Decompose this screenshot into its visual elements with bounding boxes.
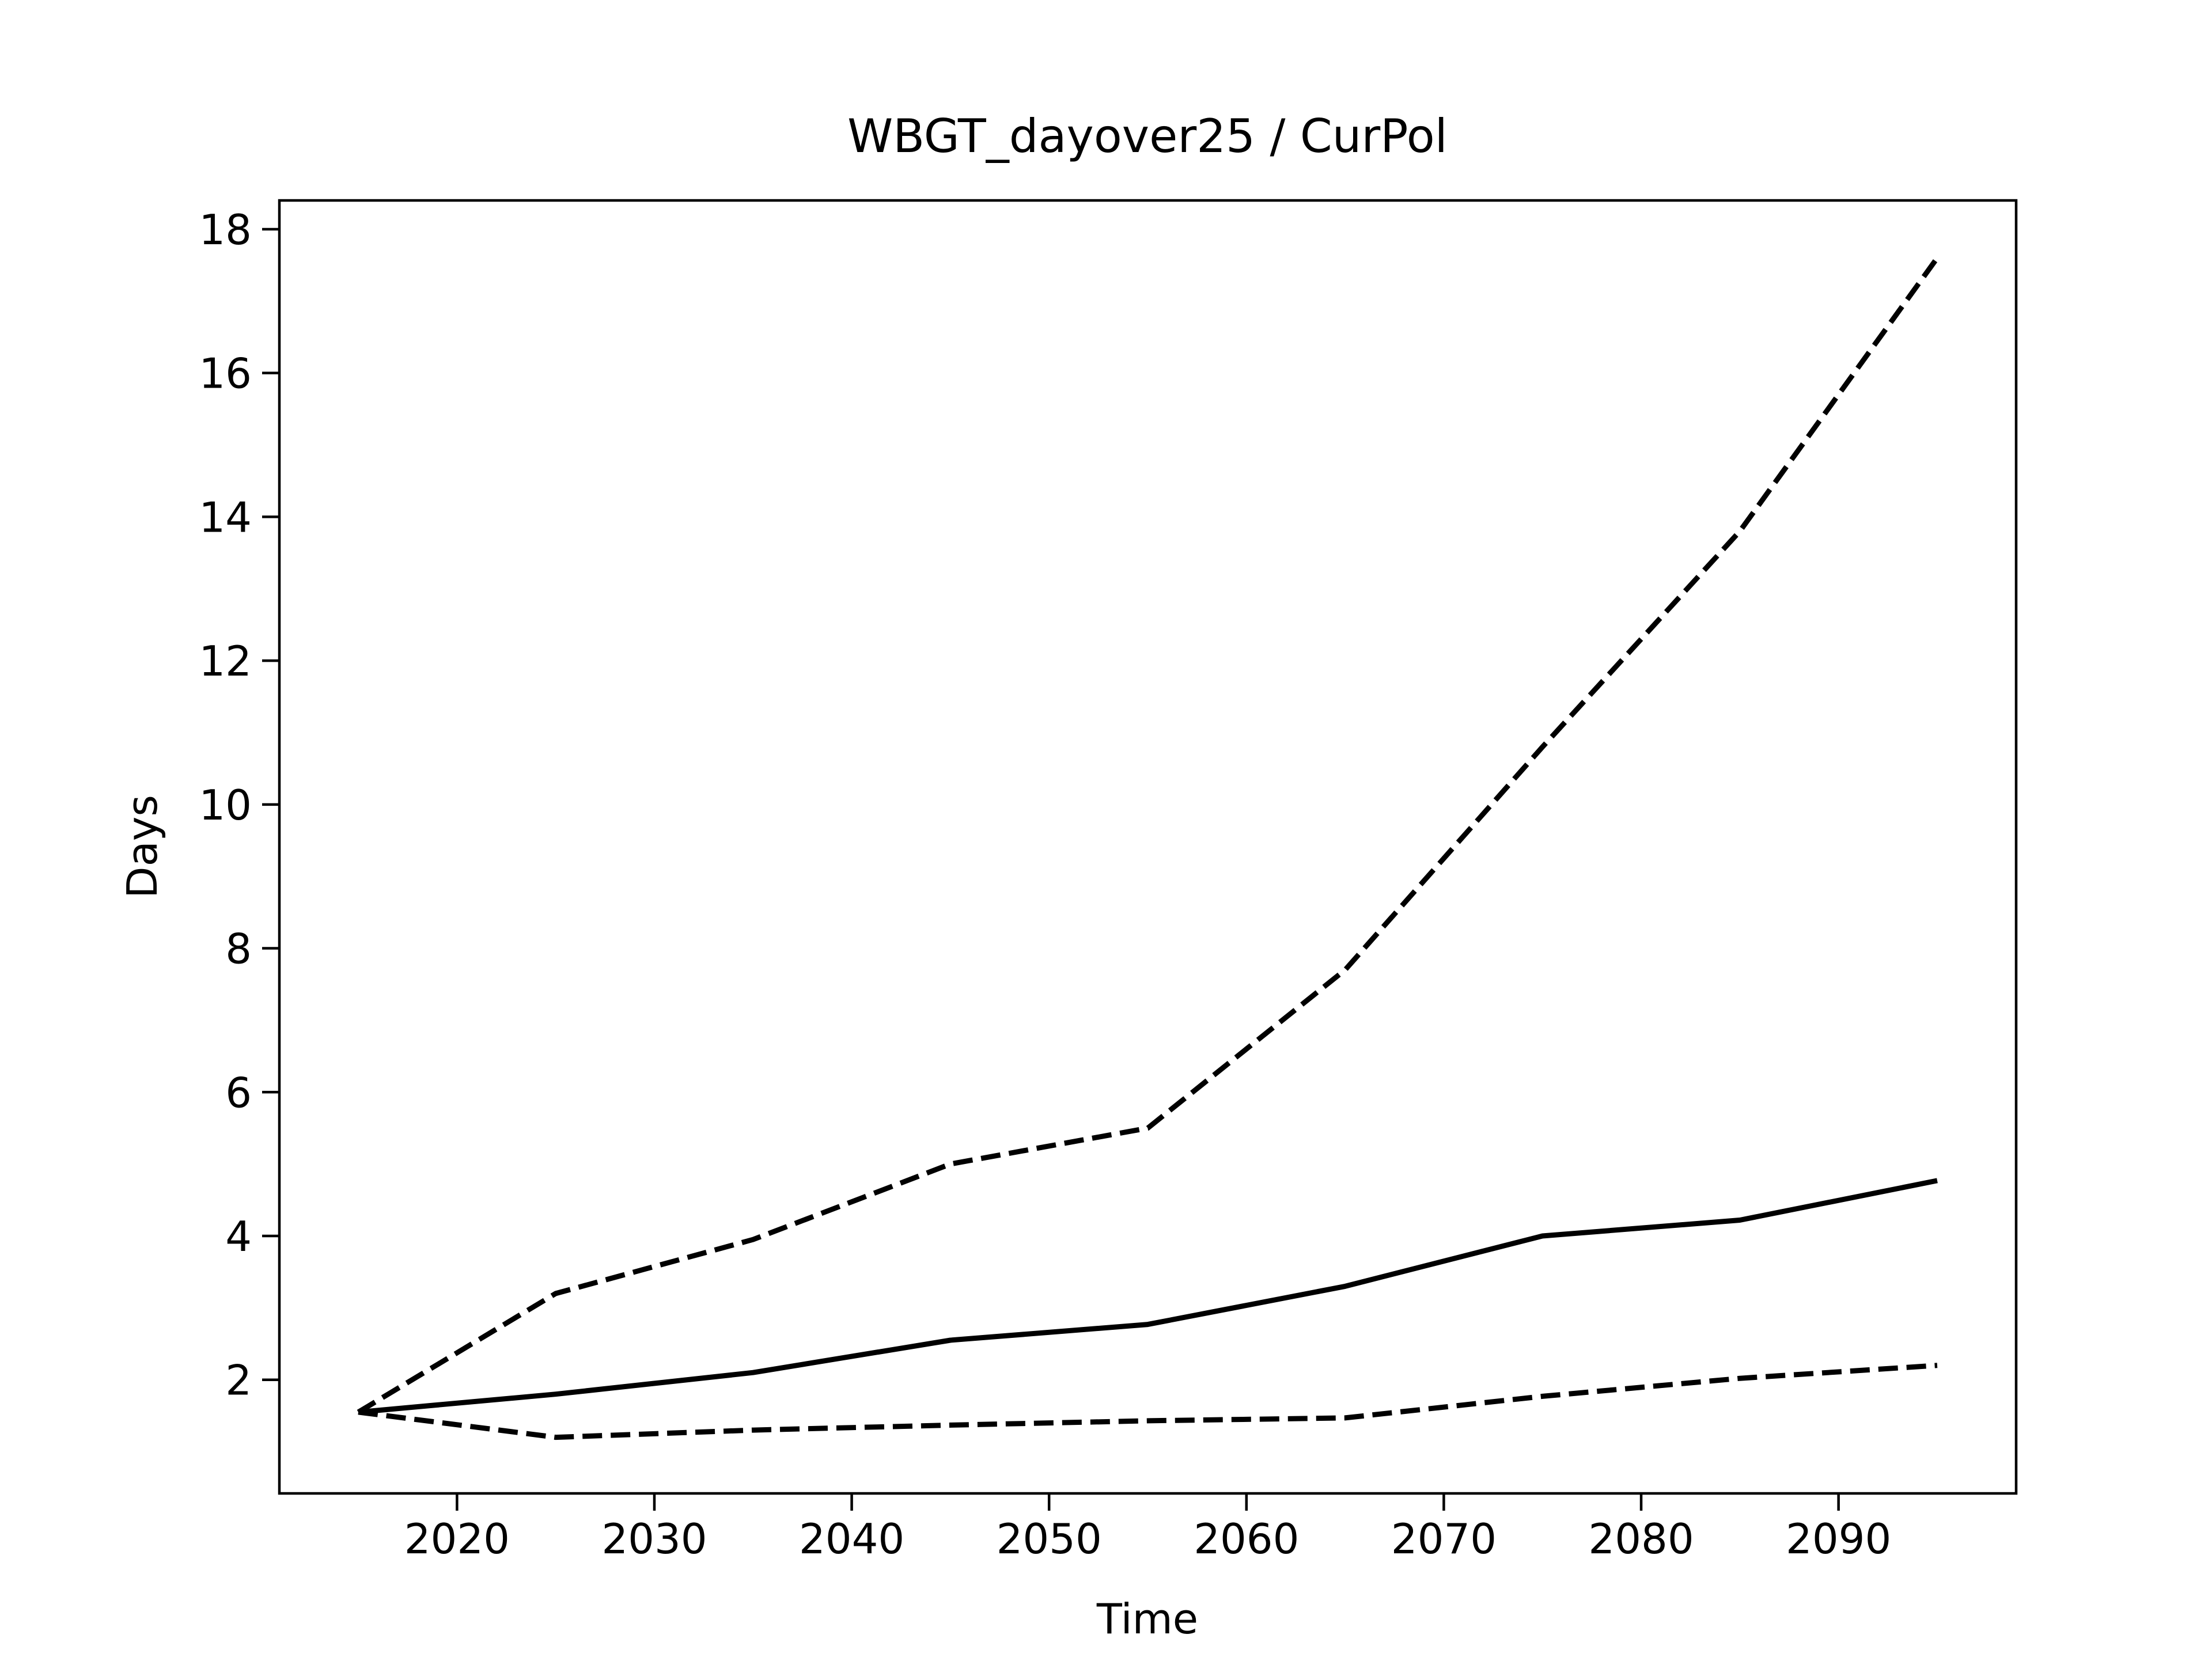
y-axis: 2 4 6 8 10 12 14 16 18 xyxy=(199,206,279,1405)
solid-series-line-1 xyxy=(358,1178,1938,1415)
x-tick-label: 2060 xyxy=(1194,1515,1299,1563)
y-tick-label: 14 xyxy=(199,493,252,541)
y-tick-label: 16 xyxy=(199,350,252,398)
y-tick-label: 8 xyxy=(225,925,252,973)
x-tick-label: 2040 xyxy=(799,1515,904,1563)
y-tick-label: 2 xyxy=(225,1356,252,1405)
x-axis-label: Time xyxy=(1096,1595,1198,1643)
dashed-series-line-2 xyxy=(358,1363,1938,1440)
y-tick-label: 10 xyxy=(199,781,252,829)
plot-frame xyxy=(278,199,2018,1495)
x-tick-label: 2050 xyxy=(997,1515,1102,1563)
y-tick-label: 18 xyxy=(199,206,252,254)
y-tick-label: 4 xyxy=(225,1212,252,1261)
y-tick-label: 6 xyxy=(225,1068,252,1117)
x-tick-label: 2090 xyxy=(1786,1515,1891,1563)
series-layer xyxy=(357,256,1940,1440)
x-axis: 2020 2030 2040 2050 2060 2070 2080 2090 xyxy=(404,1493,1891,1563)
dashed-series-line-0 xyxy=(357,256,1940,1414)
y-tick-label: 12 xyxy=(199,637,252,685)
chart-title: WBGT_dayover25 / CurPol xyxy=(847,109,1448,163)
plot-area: 2020 2030 2040 2050 2060 2070 2080 2090 2 4 6 8 10 1… xyxy=(199,199,2018,1563)
x-tick-label: 2070 xyxy=(1391,1515,1497,1563)
y-axis-label: Days xyxy=(118,795,166,898)
x-tick-label: 2030 xyxy=(601,1515,707,1563)
x-tick-label: 2020 xyxy=(404,1515,510,1563)
x-tick-label: 2080 xyxy=(1588,1515,1694,1563)
